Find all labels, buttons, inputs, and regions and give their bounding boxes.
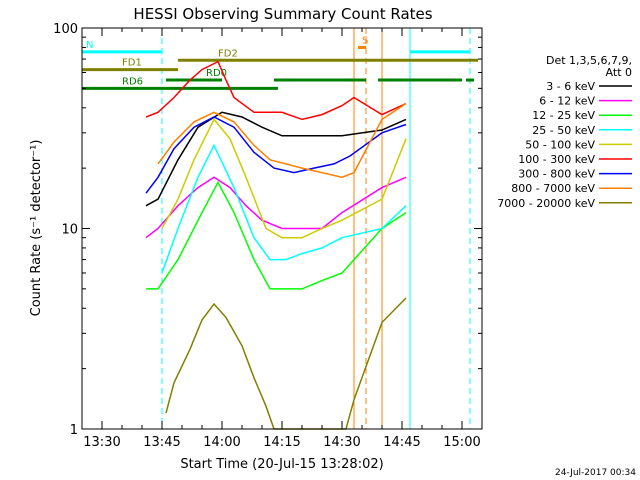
series-line — [161, 143, 407, 274]
legend-header-line-2: Att 0 — [606, 66, 632, 79]
legend-header-line-1: Det 1,3,5,6,7,9, — [546, 54, 632, 67]
series-line — [161, 118, 407, 239]
legend-entry-label: 800 - 7000 keV — [511, 182, 595, 195]
series-line — [145, 111, 407, 207]
x-tick-label: 14:30 — [323, 435, 360, 450]
annotation-bar-label: S — [362, 35, 368, 46]
plot-area: N FD1 FD2 RD0 RD6 S — [81, 28, 478, 430]
y-tick-label: 1 — [70, 423, 78, 438]
y-tick-label: 100 — [53, 22, 78, 37]
legend-entry-label: 50 - 100 keV — [525, 138, 595, 151]
annotation-bar-label: N — [86, 40, 93, 51]
x-tick-label: 13:30 — [83, 435, 120, 450]
legend-entry-label: 300 - 800 keV — [518, 168, 595, 181]
series-line — [165, 297, 407, 430]
x-tick-label: 13:45 — [143, 435, 180, 450]
annotation-bar-label: RD0 — [206, 68, 227, 79]
legend-entry-label: 12 - 25 keV — [532, 109, 595, 122]
series-line — [145, 60, 407, 121]
legend-entry-label: 100 - 300 keV — [518, 153, 595, 166]
x-tick-label: 14:15 — [263, 435, 300, 450]
y-axis-label: Count Rate (s⁻¹ detector⁻¹) — [29, 140, 44, 317]
chart-title: HESSI Observing Summary Count Rates — [133, 5, 432, 23]
x-tick-label: 15:00 — [443, 435, 480, 450]
x-tick-label: 14:45 — [383, 435, 420, 450]
annotation-bar-label: FD1 — [122, 58, 142, 69]
legend-entry-label: 25 - 50 keV — [532, 124, 595, 137]
series-line — [145, 176, 407, 239]
legend-entry-label: 3 - 6 keV — [546, 80, 595, 93]
legend: Det 1,3,5,6,7,9, Att 0 3 - 6 keV 6 - 12 k… — [497, 54, 632, 210]
series-line — [146, 180, 407, 290]
legend-entry-label: 7000 - 20000 keV — [497, 197, 595, 210]
date-stamp: 24-Jul-2017 00:34 — [555, 468, 636, 478]
y-axis: 1 10 100 — [53, 22, 482, 438]
legend-entry-label: 6 - 12 keV — [539, 95, 595, 108]
series-line — [157, 102, 407, 179]
x-tick-label: 14:00 — [203, 435, 240, 450]
annotation-bar-label: FD2 — [218, 48, 238, 59]
series-line — [145, 116, 407, 194]
y-tick-label: 10 — [61, 223, 78, 238]
x-axis-label: Start Time (20-Jul-15 13:28:02) — [180, 457, 383, 472]
annotation-bar-label: RD6 — [122, 76, 143, 87]
x-axis: 13:30 13:45 14:00 14:15 14:30 14:45 15:00 — [81, 28, 483, 450]
